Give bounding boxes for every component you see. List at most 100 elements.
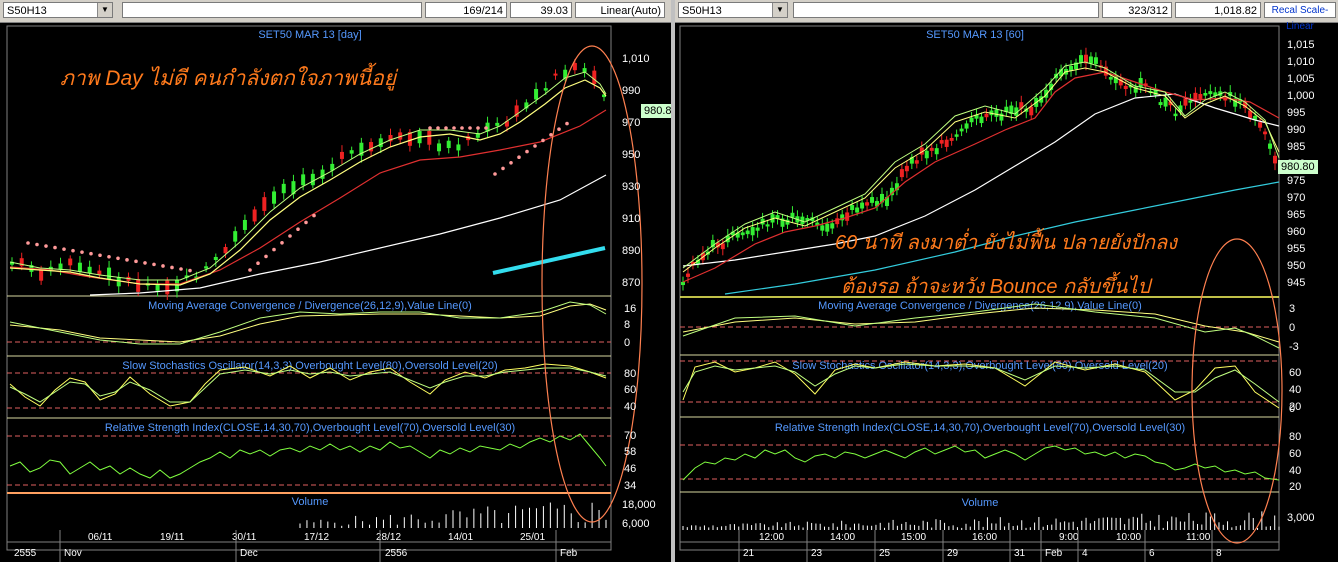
- date-axis-labels: 12:00 14:00 15:00 16:00 9:00 10:00 11:00…: [743, 532, 1222, 559]
- sar-dot: [125, 258, 129, 262]
- svg-text:3: 3: [1289, 303, 1295, 315]
- candle-body: [1039, 96, 1044, 103]
- date-axis-labels: 06/11 19/11 30/11 17/12 28/12 14/01 25/0…: [14, 532, 578, 559]
- right-symbol-select[interactable]: S50H13 ▼: [678, 2, 788, 18]
- chart-annotation-line2: ต้องรอ ถ้าจะหวัง Bounce กลับขึ้นไป: [841, 276, 1151, 298]
- svg-text:40: 40: [1289, 384, 1301, 396]
- candle-body: [39, 270, 44, 281]
- candle-body: [1044, 89, 1049, 98]
- svg-text:20: 20: [1289, 481, 1301, 493]
- svg-text:955: 955: [1287, 243, 1305, 255]
- sar-dot: [107, 254, 111, 259]
- svg-text:9:00: 9:00: [1059, 532, 1079, 543]
- right-value-field: 1,018.82: [1175, 2, 1261, 18]
- svg-text:60: 60: [624, 384, 636, 396]
- svg-text:965: 965: [1287, 209, 1305, 221]
- candle-body: [1203, 92, 1208, 96]
- candle-body: [437, 143, 442, 152]
- candle-body: [534, 88, 539, 100]
- candle-body: [563, 69, 568, 79]
- sar-dot: [296, 227, 300, 231]
- chart-title: SET50 MAR 13 [day]: [258, 29, 361, 41]
- candle-body: [330, 163, 335, 171]
- parabolic-sar-dots: [26, 121, 569, 273]
- highlight-ellipse: [1191, 238, 1283, 544]
- sar-dot: [53, 245, 57, 250]
- stochastics-d-line: [9, 367, 607, 403]
- candle-body: [820, 225, 825, 231]
- candle-body: [855, 207, 860, 213]
- svg-text:3,000: 3,000: [1287, 512, 1315, 524]
- svg-text:16:00: 16:00: [972, 532, 997, 543]
- candle-body: [572, 62, 577, 71]
- candle-body: [242, 219, 247, 230]
- sar-dot: [288, 234, 292, 238]
- sar-dot: [272, 247, 276, 252]
- svg-text:12:00: 12:00: [759, 532, 784, 543]
- sar-dot: [304, 220, 308, 225]
- candle-body: [740, 232, 745, 236]
- candle-body: [475, 133, 480, 138]
- sar-dot: [44, 244, 48, 248]
- candle-body: [602, 94, 606, 98]
- candle-body: [349, 150, 354, 154]
- svg-text:970: 970: [622, 117, 640, 129]
- sar-dot: [134, 259, 138, 264]
- candle-body: [10, 261, 14, 265]
- sar-dot: [484, 126, 488, 130]
- candle-body: [845, 212, 850, 221]
- candle-body: [944, 139, 949, 147]
- svg-text:985: 985: [1287, 141, 1305, 153]
- candle-body: [735, 232, 740, 238]
- candle-body: [213, 256, 218, 261]
- candle-body: [1183, 98, 1188, 106]
- svg-text:6: 6: [1149, 548, 1155, 559]
- svg-text:23: 23: [811, 548, 823, 559]
- candle-body: [681, 281, 685, 286]
- hourly-chart-window[interactable]: S50H13 ▼ 323/312 1,018.82 Recal Scale-Li…: [675, 0, 1338, 562]
- candle-body: [1173, 113, 1178, 117]
- left-value-field: 39.03: [510, 2, 572, 18]
- candle-body: [1083, 54, 1088, 64]
- svg-text:4: 4: [1082, 548, 1088, 559]
- sar-dot: [26, 241, 30, 245]
- sar-dot: [460, 126, 464, 130]
- chevron-down-icon[interactable]: ▼: [97, 3, 112, 17]
- svg-text:950: 950: [622, 149, 640, 161]
- sar-dot: [557, 127, 561, 131]
- candle-body: [850, 205, 855, 210]
- candle-body: [1163, 97, 1168, 107]
- candle-body: [68, 258, 73, 266]
- candle-body: [964, 123, 969, 129]
- daily-chart-window[interactable]: S50H13 ▼ 169/214 39.03 Linear(Auto) SET5…: [0, 0, 671, 562]
- candle-body: [710, 239, 715, 248]
- candle-body: [1198, 93, 1203, 99]
- left-symbol-select[interactable]: S50H13 ▼: [3, 2, 113, 18]
- candle-body: [1088, 56, 1093, 64]
- chevron-down-icon[interactable]: ▼: [772, 3, 787, 17]
- candle-body: [378, 138, 383, 147]
- right-scale-field[interactable]: Recal Scale-Linear: [1264, 2, 1336, 32]
- svg-text:870: 870: [622, 277, 640, 289]
- svg-text:930: 930: [622, 181, 640, 193]
- candle-body: [281, 183, 286, 194]
- window-divider[interactable]: [671, 0, 675, 562]
- moving-average-red: [682, 71, 1280, 283]
- svg-text:80: 80: [624, 368, 636, 380]
- sar-dot: [549, 133, 553, 137]
- candle-body: [934, 148, 939, 155]
- sar-dot: [89, 251, 93, 256]
- moving-average-yellow: [682, 67, 1280, 273]
- left-scale-field[interactable]: Linear(Auto): [575, 2, 665, 18]
- candle-body: [884, 197, 889, 207]
- candle-body: [695, 259, 700, 264]
- right-chart-canvas[interactable]: SET50 MAR 13 [60] Moving Average Converg…: [675, 22, 1338, 562]
- left-chart-canvas[interactable]: SET50 MAR 13 [day] Moving Average Conver…: [0, 22, 671, 562]
- svg-text:21: 21: [743, 548, 755, 559]
- right-toolbar: S50H13 ▼ 323/312 1,018.82 Recal Scale-Li…: [675, 0, 1338, 32]
- rsi-line: [682, 445, 1280, 481]
- candle-body: [760, 218, 765, 225]
- svg-text:58: 58: [624, 446, 636, 458]
- candle-body: [301, 174, 306, 186]
- svg-text:1,010: 1,010: [1287, 56, 1315, 68]
